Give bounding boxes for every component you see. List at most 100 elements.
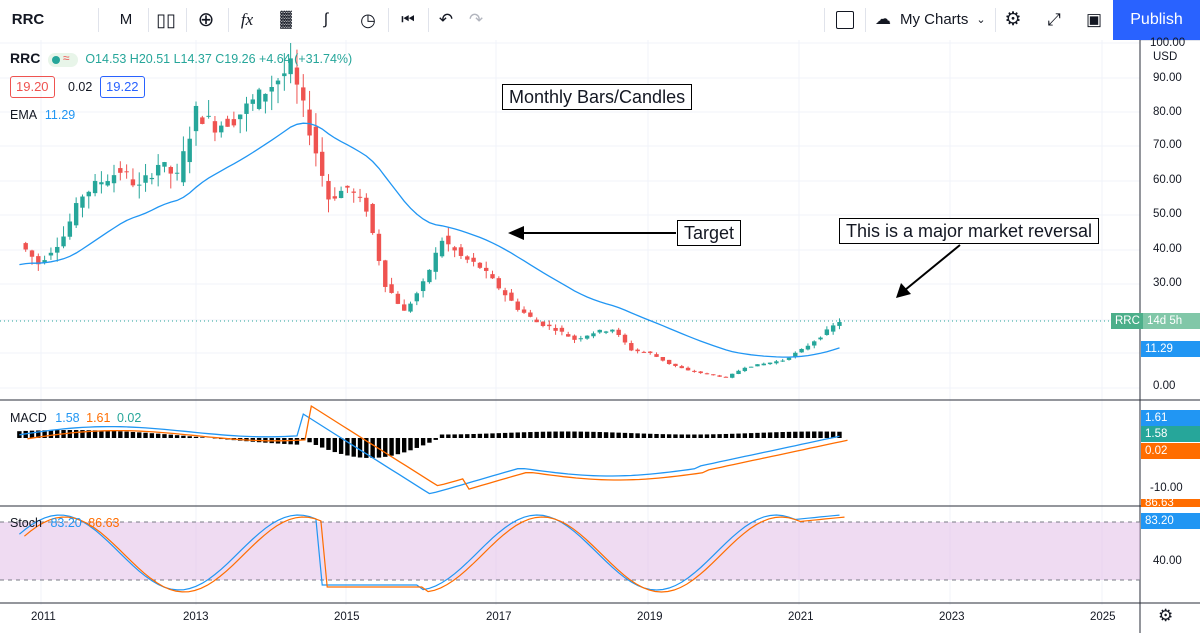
candle-body: [496, 278, 502, 289]
chart-canvas[interactable]: [0, 40, 1200, 633]
candle-body: [326, 180, 331, 200]
add-indicator-icon[interactable]: ⊕: [197, 9, 215, 31]
replay-icon[interactable]: ⏮: [401, 11, 415, 28]
macd-histogram-bar: [673, 434, 678, 438]
divider: [98, 8, 99, 32]
macd-histogram-bar: [767, 432, 773, 438]
macd-histogram-bar: [755, 432, 760, 438]
alert-icon[interactable]: ◷: [360, 10, 376, 30]
macd-tag-2: 1.58: [1141, 426, 1200, 442]
macd-histogram-bar: [774, 432, 779, 438]
candle-body: [256, 89, 262, 109]
candle-body: [370, 204, 375, 234]
candle-body: [622, 334, 628, 343]
candle-body: [168, 167, 173, 174]
candle-body: [200, 117, 205, 124]
main-legend: RRC ≈ O14.53 H20.51 L14.37 C19.26 +4.64 …: [10, 50, 352, 67]
candle-body: [830, 325, 836, 332]
candle-body: [187, 138, 192, 163]
chevron-down-icon[interactable]: ⌄: [976, 14, 986, 26]
candle-body: [755, 364, 760, 367]
title-annotation[interactable]: Monthly Bars/Candles: [502, 84, 693, 110]
candle-body: [427, 269, 432, 283]
time-tick: 2017: [486, 611, 512, 623]
stoch-k-tag: 83.20: [1141, 513, 1200, 529]
candle-body: [36, 256, 41, 265]
candle-body: [67, 221, 73, 237]
macd-histogram-bar: [395, 438, 401, 455]
layout-icon[interactable]: [834, 0, 856, 40]
candles-icon[interactable]: ▯▯: [156, 10, 176, 30]
financials-icon[interactable]: ▓: [280, 11, 292, 28]
gear-icon[interactable]: ⚙: [1004, 9, 1022, 30]
candle-body: [736, 370, 741, 375]
candle-body: [793, 352, 798, 357]
candle-body: [275, 80, 281, 85]
macd-histogram-bar: [383, 438, 388, 457]
candle-body: [338, 190, 344, 199]
macd-histogram-bar: [301, 438, 306, 440]
macd-histogram-bar: [67, 430, 73, 438]
macd-histogram-bar: [597, 432, 602, 438]
symbol-search[interactable]: RRC: [11, 11, 45, 28]
interval-button[interactable]: M: [119, 11, 133, 28]
reversal-annotation[interactable]: This is a major market reversal: [839, 218, 1100, 244]
candle-body: [162, 162, 167, 167]
macd-histogram-bar: [294, 438, 300, 445]
candle-body: [244, 103, 249, 114]
gear-icon[interactable]: ⚙: [1158, 606, 1174, 625]
fullscreen-icon[interactable]: ⤢: [1047, 10, 1061, 29]
candle-body: [679, 366, 684, 369]
my-charts-button[interactable]: My Charts: [900, 11, 969, 28]
macd-histogram-bar: [692, 434, 697, 438]
macd-histogram-bar: [679, 434, 684, 438]
publish-button[interactable]: Publish: [1113, 0, 1200, 40]
macd-histogram-bar: [452, 434, 457, 438]
candle-body: [42, 260, 47, 263]
candle-body: [383, 260, 388, 287]
macd-histogram-bar: [616, 432, 621, 438]
time-tick: 2019: [637, 611, 663, 623]
price-tick: 40.00: [1153, 243, 1182, 255]
candle-body: [48, 252, 54, 256]
time-tick: 2011: [31, 611, 56, 623]
candle-body: [578, 338, 584, 340]
redo-icon[interactable]: ↷: [468, 10, 484, 29]
templates-icon[interactable]: ∫: [323, 11, 329, 28]
candle-body: [111, 175, 117, 184]
candle-body: [420, 281, 426, 292]
macd-histogram-bar: [837, 431, 842, 438]
candle-body: [805, 345, 811, 350]
macd-histogram-bar: [723, 433, 729, 438]
candle-body: [692, 370, 697, 372]
candle-body: [534, 319, 539, 323]
undo-icon[interactable]: ↶: [438, 10, 454, 29]
stoch-tick: 40.00: [1153, 555, 1182, 567]
candle-body: [477, 262, 483, 268]
candle-body: [666, 359, 672, 364]
candle-body: [591, 333, 596, 337]
currency-label[interactable]: USD: [1153, 51, 1178, 63]
macd-histogram-bar: [622, 432, 628, 438]
candle-body: [635, 349, 640, 352]
macd-histogram-bar: [313, 438, 319, 445]
macd-histogram-bar: [414, 438, 420, 448]
candle-body: [130, 179, 136, 186]
macd-histogram-bar: [155, 433, 161, 438]
time-tick: 2013: [183, 611, 209, 623]
candle-body: [206, 115, 211, 117]
candle-body: [219, 125, 224, 133]
ask-price[interactable]: 19.22: [100, 76, 145, 98]
candle-body: [673, 363, 678, 366]
candle-body: [452, 247, 457, 251]
bid-price[interactable]: 19.20: [10, 76, 55, 98]
indicators-icon[interactable]: fx: [240, 10, 254, 29]
divider: [388, 8, 389, 32]
candle-body: [137, 184, 142, 186]
arrow-head: [508, 226, 524, 240]
camera-icon[interactable]: ▣: [1085, 10, 1103, 29]
candle-body: [319, 151, 325, 176]
macd-histogram-bar: [591, 431, 596, 438]
target-annotation[interactable]: Target: [677, 220, 742, 246]
candle-body: [288, 58, 293, 75]
